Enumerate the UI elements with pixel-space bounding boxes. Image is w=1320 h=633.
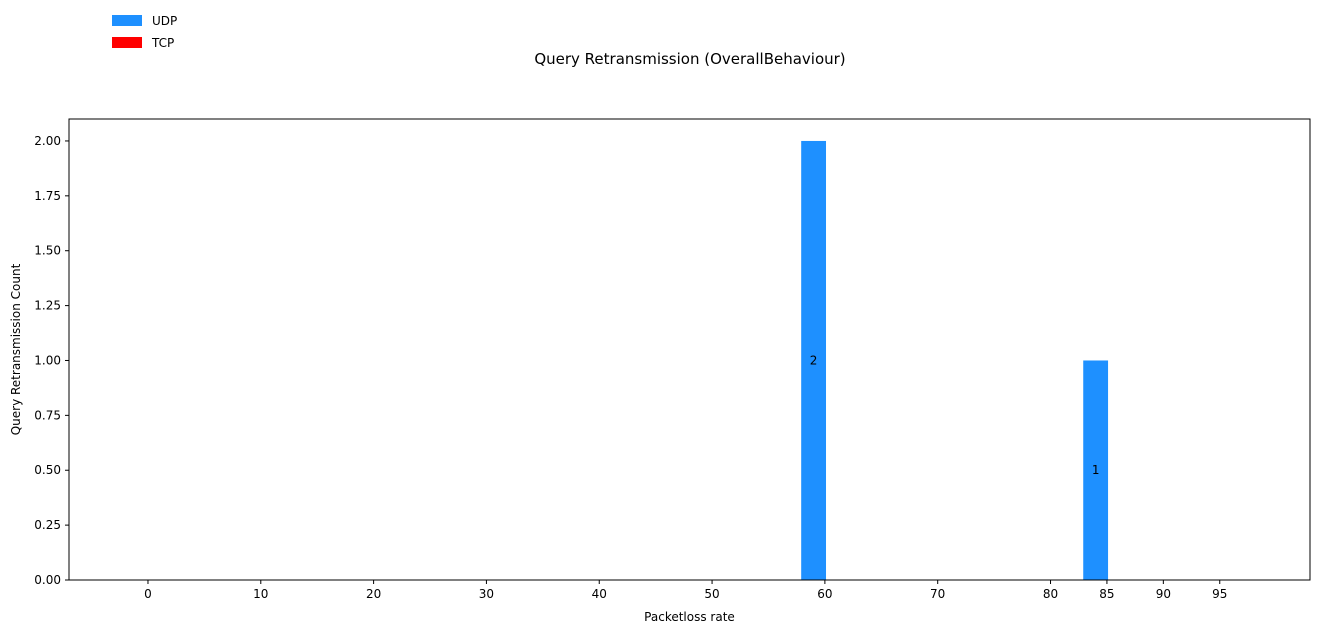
legend-swatch-tcp [112, 37, 142, 48]
bar-udp-59 [801, 140, 827, 580]
y-tick-label: 0.00 [34, 573, 61, 587]
x-tick-label: 40 [592, 587, 607, 601]
bar-udp-84 [1083, 360, 1109, 580]
x-tick-label: 95 [1212, 587, 1227, 601]
y-axis-label: Query Retransmission Count [9, 263, 23, 435]
x-tick-label: 70 [930, 587, 945, 601]
bar-label: 2 [810, 353, 818, 367]
y-tick-label: 2.00 [34, 134, 61, 148]
x-tick-label: 60 [817, 587, 832, 601]
y-tick-label: 1.00 [34, 353, 61, 367]
x-axis: 0 10 20 30 40 50 60 70 80 85 90 95 [144, 580, 1227, 601]
plot-frame [68, 118, 1311, 581]
legend: UDP TCP [112, 14, 177, 50]
bars: 21 [801, 140, 1109, 580]
chart-title: Query Retransmission (OverallBehaviour) [534, 50, 845, 68]
x-tick-label: 10 [253, 587, 268, 601]
legend-label-tcp: TCP [151, 36, 174, 50]
y-tick-label: 1.75 [34, 189, 61, 203]
x-tick-label: 0 [144, 587, 152, 601]
legend-swatch-udp [112, 15, 142, 26]
bar-label: 1 [1092, 463, 1100, 477]
x-tick-label: 90 [1156, 587, 1171, 601]
y-tick-label: 1.25 [34, 299, 61, 313]
y-axis: 0.00 0.25 0.50 0.75 1.00 1.25 1.50 1.75 2.00 [34, 134, 69, 587]
x-tick-label: 30 [479, 587, 494, 601]
x-tick-label: 80 [1043, 587, 1058, 601]
y-tick-label: 0.25 [34, 518, 61, 532]
x-axis-label: Packetloss rate [644, 610, 735, 624]
y-tick-label: 0.50 [34, 463, 61, 477]
x-tick-label: 20 [366, 587, 381, 601]
x-tick-label: 50 [704, 587, 719, 601]
x-tick-label: 85 [1099, 587, 1114, 601]
y-tick-label: 0.75 [34, 408, 61, 422]
legend-label-udp: UDP [152, 14, 177, 28]
y-tick-label: 1.50 [34, 244, 61, 258]
